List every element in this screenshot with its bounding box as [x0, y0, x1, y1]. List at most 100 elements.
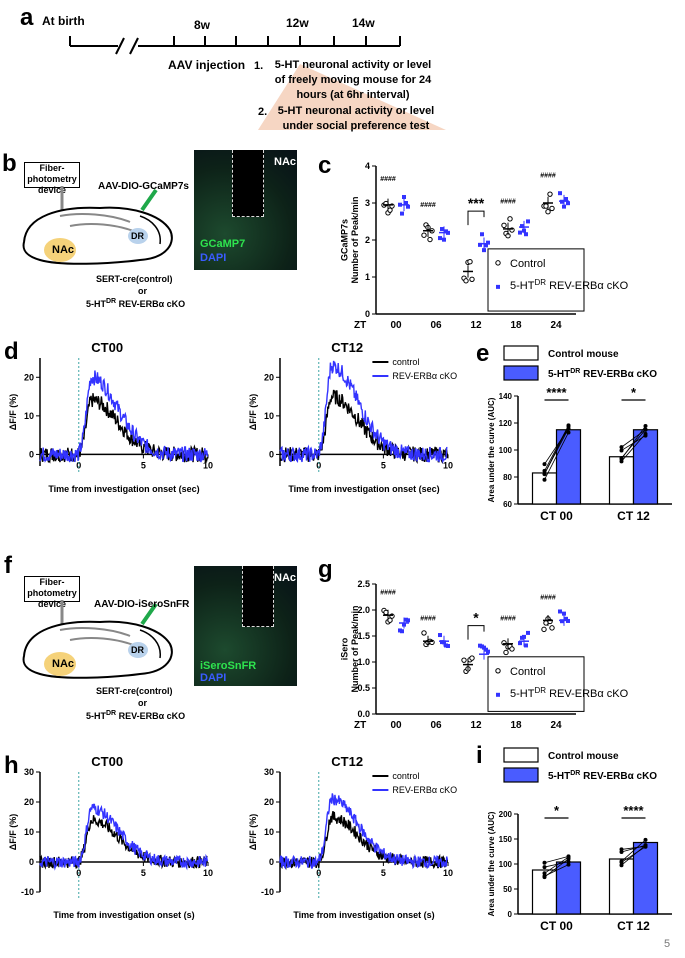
control-point — [542, 472, 547, 477]
control-point — [619, 448, 624, 453]
control-point — [507, 216, 513, 222]
panel-label-g: g — [318, 556, 333, 583]
line1-f: SERT-cre(control) — [96, 686, 173, 696]
cko-trace — [279, 793, 449, 870]
hash-annotation: #### — [500, 615, 516, 622]
cko-point — [480, 232, 484, 237]
cko-point — [406, 204, 410, 209]
cko-point — [564, 197, 568, 202]
x-tick-label: CT 12 — [617, 919, 650, 933]
micro-ch2-b: DAPI — [200, 252, 227, 264]
chart-e-auc: Control mouse 5-HTDR REV-ERBα cKO 60 80 100 1… — [487, 345, 672, 523]
control-point — [542, 462, 547, 467]
nac-label-f: NAc — [52, 658, 75, 670]
timeline-at-birth: At birth — [42, 14, 85, 28]
virus-label-f: AAV-DIO-iSeroSnFR — [94, 599, 190, 610]
control-point — [619, 456, 624, 461]
x-axis-prefix: ZT — [354, 720, 366, 731]
cko-point — [566, 423, 571, 428]
cko-trace — [39, 370, 209, 463]
x-tick-label: 5 — [141, 460, 146, 470]
cko-point — [558, 609, 562, 614]
control-point — [463, 278, 469, 284]
x-tick-label: CT 00 — [540, 919, 573, 933]
micro-ch1-f: iSeroSnFR — [200, 660, 257, 672]
legend-cko-marker — [496, 692, 500, 697]
control-point — [461, 657, 467, 663]
y-tick-label: 1.5 — [357, 631, 370, 641]
cko-point — [518, 230, 522, 235]
legend-cko-marker — [496, 284, 500, 289]
dr-label-b: DR — [131, 231, 144, 241]
panel-label-h: h — [4, 752, 19, 779]
control-point — [501, 222, 507, 229]
cko-point — [482, 248, 486, 253]
legend-cko-label: 5-HTDR REV-ERBα cKO — [510, 278, 629, 292]
y-tick-label: 2.0 — [357, 605, 370, 615]
line3-f: 5-HTDR REV-ERBα cKO — [86, 710, 186, 721]
y-tick-label: 2 — [365, 235, 370, 245]
cko-point — [518, 641, 522, 646]
trace-title: CT12 — [331, 340, 363, 355]
paired-line — [621, 844, 646, 853]
y-axis-label: Area under the curve (AUC) — [487, 397, 496, 502]
control-point — [467, 259, 473, 265]
y-tick-label: 1 — [365, 272, 370, 282]
panel-label-d: d — [4, 338, 19, 365]
cko-point — [526, 630, 530, 635]
cko-point — [438, 633, 442, 638]
x-tick-label: 0 — [316, 460, 321, 470]
hash-annotation: #### — [380, 589, 396, 596]
cko-point — [564, 616, 568, 621]
y-axis-label: ΔF/F (%) — [248, 814, 258, 850]
control-point — [542, 865, 547, 870]
y-tick-label: 0 — [269, 449, 274, 459]
control-point — [542, 860, 547, 865]
timeline-diagram — [69, 36, 446, 130]
control-point — [503, 649, 509, 656]
timeline-8w: 8w — [194, 18, 211, 32]
paired-line — [544, 428, 569, 475]
cko-point — [438, 236, 442, 241]
y-tick-label: 0 — [365, 309, 370, 319]
y-tick-label: 120 — [499, 419, 513, 428]
legend-box — [487, 656, 585, 712]
cko-point — [400, 629, 404, 634]
virus-label-b: AAV-DIO-GCaMP7s — [98, 181, 189, 192]
timeline-step2-num: 2. — [258, 106, 268, 118]
paired-line — [621, 845, 646, 850]
cko-point — [643, 423, 648, 428]
legend-cko-label: 5-HTDR REV-ERBα cKO — [548, 368, 657, 380]
cko-point — [524, 232, 528, 237]
control-point — [469, 655, 475, 661]
cko-point — [486, 649, 490, 654]
cko-point — [404, 200, 408, 205]
cko-bar — [555, 861, 582, 915]
y-tick-label: 0 — [29, 449, 34, 459]
fiber-track-b — [232, 150, 264, 217]
panel-label-c: c — [318, 152, 332, 179]
cko-trace — [279, 360, 448, 464]
y-tick-label: 30 — [264, 767, 274, 777]
cko-point — [643, 837, 648, 842]
cko-point — [560, 619, 564, 624]
y-tick-label: 20 — [264, 797, 274, 807]
legend-control-label: control — [392, 771, 419, 781]
y-tick-label: 30 — [24, 767, 34, 777]
legend-cko-label: 5-HTDR REV-ERBα cKO — [510, 686, 629, 700]
cko-point — [524, 643, 528, 648]
control-point — [547, 191, 553, 197]
y-tick-label: 0.5 — [357, 683, 370, 693]
mouse-brain-schematic-f — [22, 600, 173, 679]
y-tick-label: 100 — [499, 860, 513, 869]
x-tick-label: 10 — [443, 460, 453, 470]
fiber-photometry-device: Fiber-photometry device — [24, 162, 80, 195]
x-axis-label: Time from investigation onset (s) — [293, 910, 434, 920]
cko-point — [558, 191, 562, 196]
cko-point — [520, 224, 524, 229]
timeline-step1-num: 1. — [254, 60, 264, 72]
paired-line — [621, 844, 646, 866]
line1-b: SERT-cre(control) — [96, 274, 173, 284]
x-tick-label: 18 — [510, 320, 522, 328]
y-tick-label: 10 — [264, 827, 274, 837]
